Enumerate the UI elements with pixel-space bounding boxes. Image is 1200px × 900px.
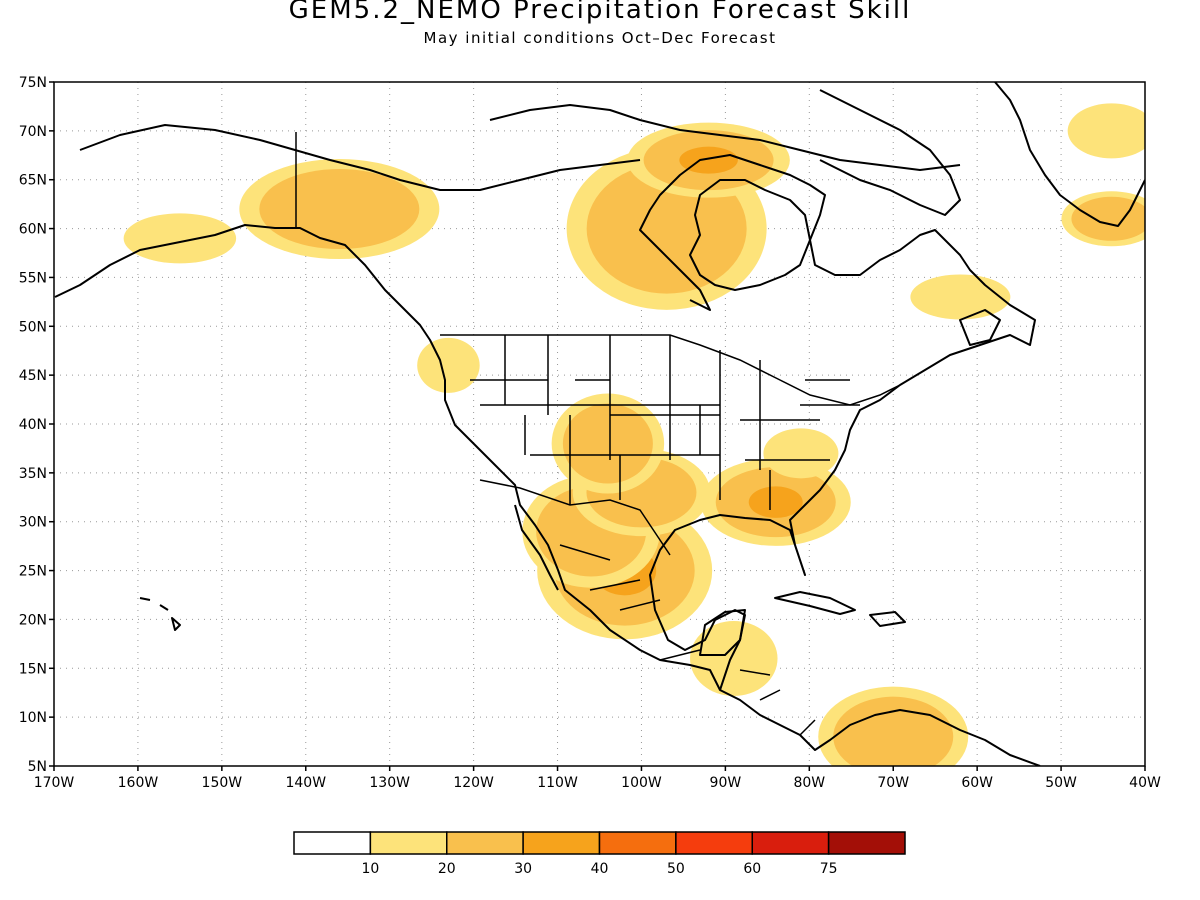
skill-region-greenland-south [1071,196,1145,241]
lat-tick-label: 55N [19,270,47,286]
colorbar-swatch [598,831,677,855]
lon-tick-label: 70W [877,775,909,791]
lat-tick-label: 70N [19,124,47,140]
lat-tick-label: 60N [19,222,47,238]
lon-tick-label: 40W [1129,775,1161,791]
skill-region-appalachians [770,433,831,474]
skill-region-alaska-south [134,218,225,259]
newfoundland [959,309,1001,346]
hispaniola [869,611,906,627]
baffin-island [819,89,961,216]
skill-region-central-america [698,628,769,689]
lat-tick-label: 5N [28,759,47,775]
lat-tick-label: 20N [19,612,47,628]
skill-region-core [748,486,803,518]
central-america-borders [739,669,816,736]
lon-tick-label: 140W [285,775,326,791]
colorbar-label: 10 [361,861,379,877]
colorbar-swatch [369,831,448,855]
colorbar-label: 20 [438,861,456,877]
lon-tick-label: 60W [961,775,993,791]
greenland [994,82,1145,227]
coastline-layer [54,82,1145,766]
lon-tick-label: 50W [1045,775,1077,791]
colorbar-swatch [751,831,830,855]
political-borders [295,132,901,736]
colorbar-swatch [446,831,524,855]
us-state-lines [470,335,860,510]
colorbar-label: 30 [514,861,532,877]
lat-tick-label: 30N [19,515,47,531]
colorbar-swatch [675,831,753,855]
north-america-coastline [54,224,1041,766]
lat-tick-label: 50N [19,319,47,335]
arctic-coast [79,124,641,191]
lon-tick-label: 150W [202,775,243,791]
colorbar-swatch [522,831,601,855]
lat-tick-label: 75N [19,75,47,91]
lat-tick-label: 10N [19,710,47,726]
lon-tick-label: 120W [453,775,494,791]
yucatan [699,609,746,656]
lon-tick-label: 100W [621,775,662,791]
skill-region-pacific-northwest [423,343,474,388]
hawaii [139,597,181,631]
lat-tick-label: 35N [19,466,47,482]
colorbar-label: 60 [743,861,761,877]
lat-tick-label: 40N [19,417,47,433]
lon-tick-label: 110W [537,775,578,791]
skill-region-colorado-kansas [562,403,653,484]
us-canada-border [440,334,901,406]
latitude-axis: 5N 10N 15N 20N 25N 30N 35N 40N 45N 50N 55N 60N 65N 70… [19,75,54,775]
skill-region-venezuela [833,696,954,766]
us-mexico-border [479,479,671,556]
lon-tick-label: 170W [34,775,75,791]
colorbar-label: 40 [591,861,609,877]
lat-tick-label: 65N [19,173,47,189]
colorbar-label: 50 [667,861,685,877]
lat-tick-label: 45N [19,368,47,384]
skill-fill-layer [123,103,1145,766]
cuba [774,591,856,615]
skill-region-greenland-east [1076,108,1145,153]
arctic-islands [489,104,961,171]
skill-region-labrador [920,278,1001,315]
colorbar-legend: 10 20 30 40 50 60 75 [293,831,906,877]
hudson-bay [689,179,811,291]
baja [514,504,559,591]
skill-region-yukon [259,169,420,250]
longitude-axis: 170W 160W 150W 140W 130W 120W 110W 100W 90W 80W 70… [34,766,1161,791]
skill-region-core [679,146,738,174]
map-subtitle: May initial conditions Oct–Dec Forecast [423,29,777,47]
lat-tick-label: 25N [19,564,47,580]
colorbar-swatch [827,831,906,855]
gulf-coast [639,154,1036,691]
colorbar-swatch [293,831,372,855]
lon-tick-label: 90W [710,775,742,791]
lon-tick-label: 80W [793,775,825,791]
lon-tick-label: 130W [369,775,410,791]
mexico-state-lines [559,544,701,661]
lat-tick-label: 15N [19,661,47,677]
map-title: GEM5.2_NEMO Precipitation Forecast Skill [288,0,912,25]
lon-tick-label: 160W [118,775,159,791]
colorbar-label: 75 [820,861,838,877]
